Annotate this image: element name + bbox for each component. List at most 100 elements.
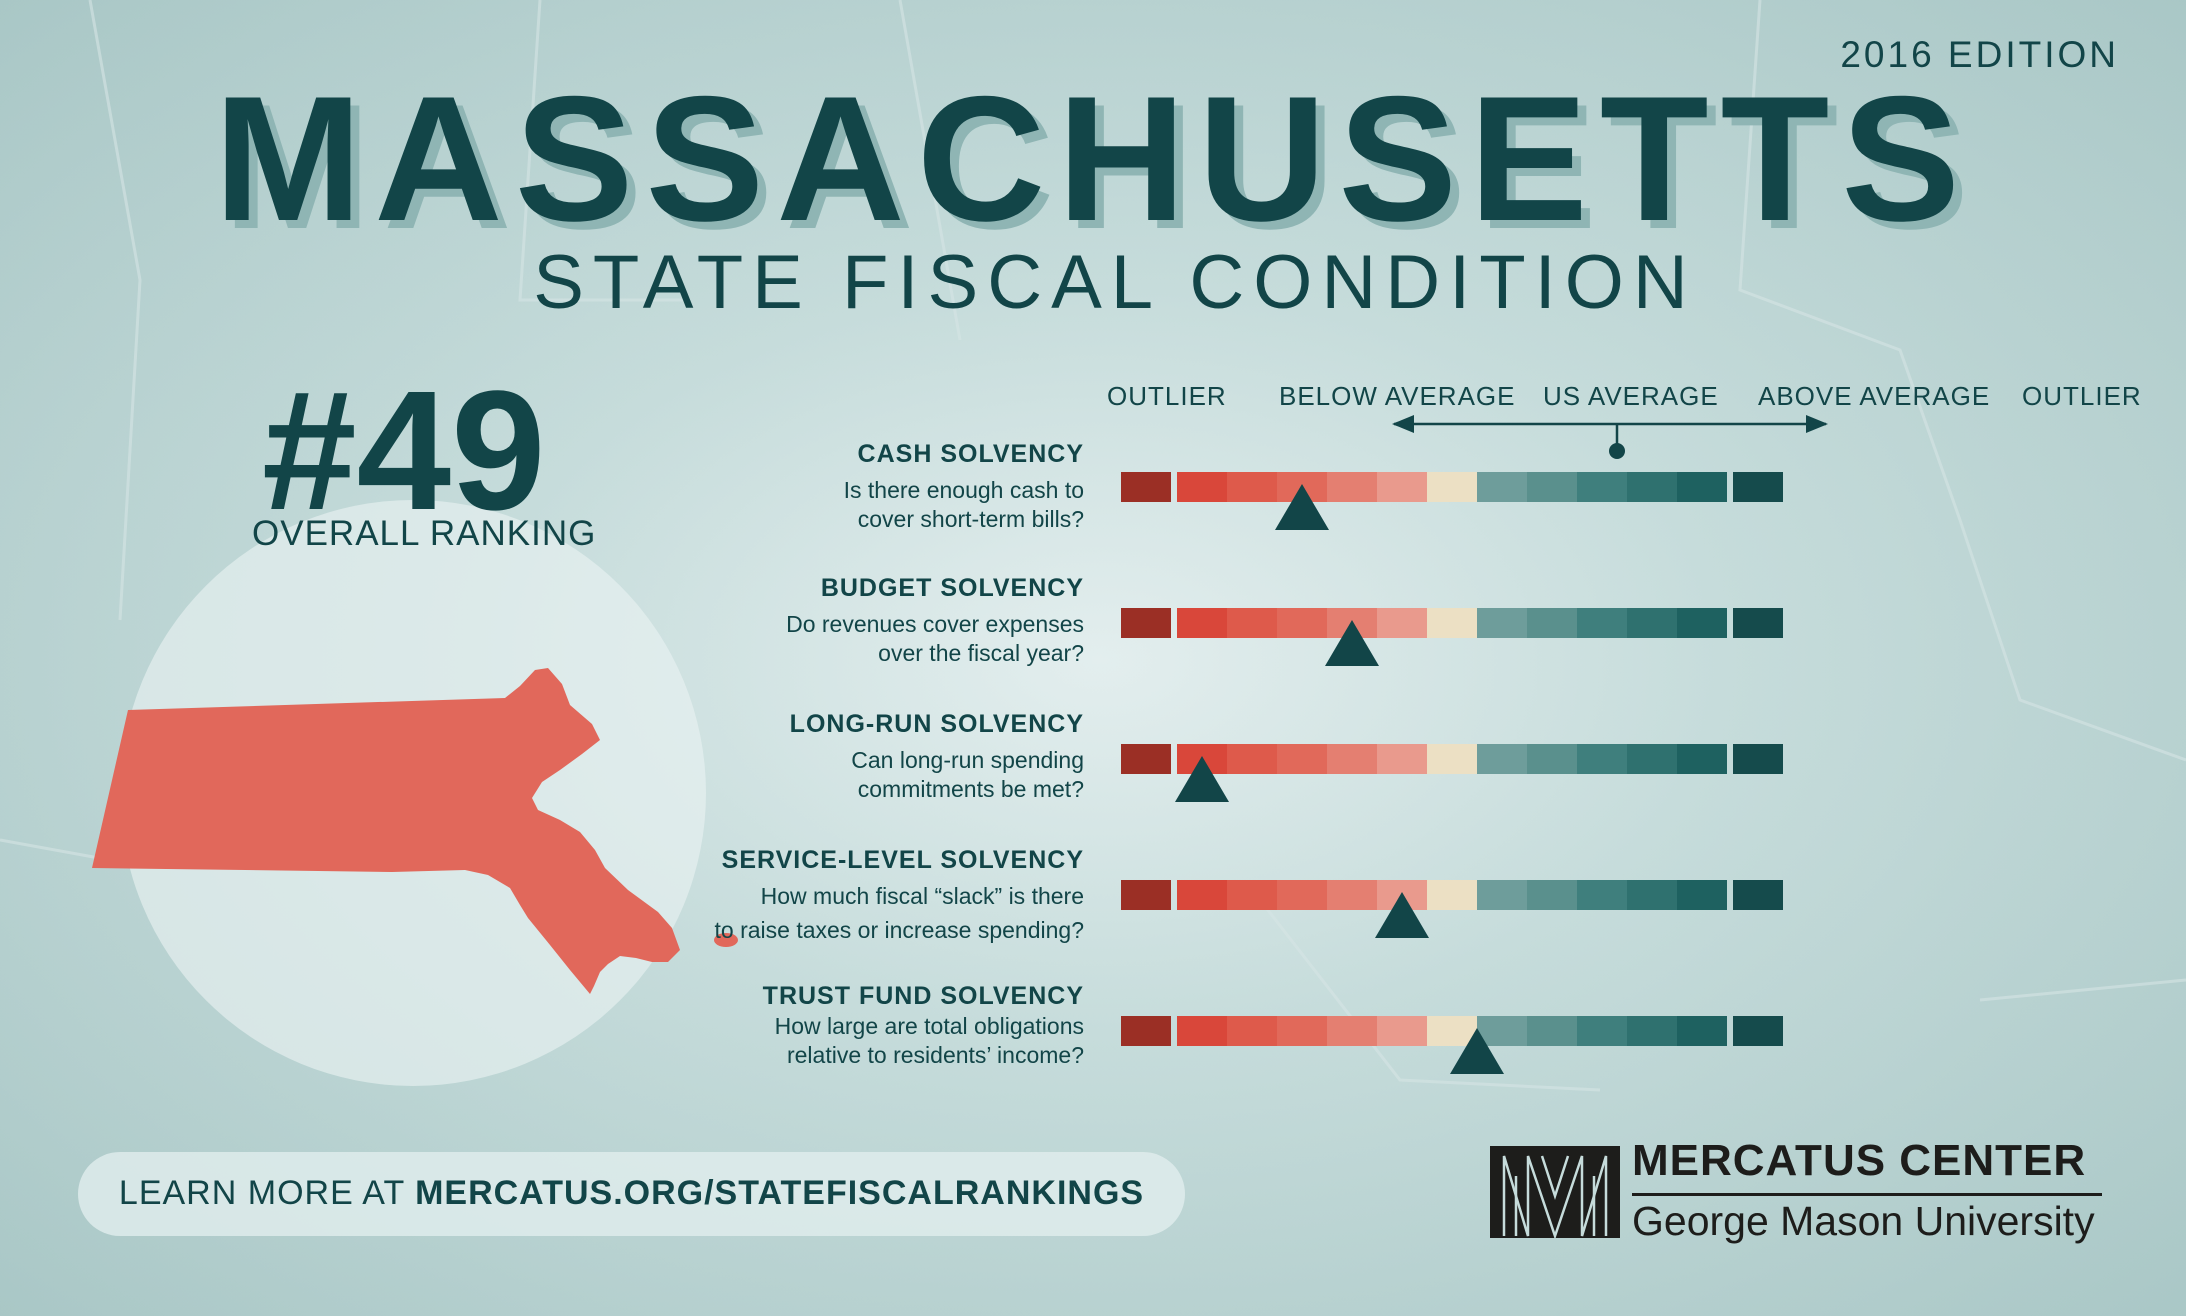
scale-segment [1177,608,1227,638]
scale-segment [1121,744,1171,774]
scale-segment [1627,880,1677,910]
learn-more-link[interactable]: MERCATUS.ORG/STATEFISCALRANKINGS [415,1174,1145,1212]
scale-segment [1733,1016,1783,1046]
page-subtitle: STATE FISCAL CONDITION [533,240,1697,325]
average-range-arrow-icon [1392,415,1828,459]
scale-segment [1477,472,1527,502]
ranking-label: OVERALL RANKING [252,514,597,553]
scale-segment [1677,1016,1727,1046]
learn-more-prefix: LEARN MORE AT [118,1174,416,1212]
scale-segment [1227,472,1277,502]
scale-segment [1527,608,1577,638]
scale-segment [1677,744,1727,774]
rating-scale-bar [1121,744,2106,802]
scale-segment [1121,608,1171,638]
scale-segment [1577,744,1627,774]
scale-segment [1121,880,1171,910]
scale-segment [1477,608,1527,638]
scale-segment [1577,608,1627,638]
scale-segment [1627,472,1677,502]
scale-segment [1277,608,1327,638]
scale-segment [1733,744,1783,774]
scale-segment [1377,472,1427,502]
rating-marker-icon [1325,620,1379,666]
scale-segment [1177,1016,1227,1046]
scale-segment [1527,744,1577,774]
scale-segment [1227,608,1277,638]
metric-title: TRUST FUND SOLVENCY [762,982,1084,1010]
learn-more-banner[interactable]: LEARN MORE AT MERCATUS.ORG/STATEFISCALRA… [78,1152,1185,1236]
rating-scale-bar [1121,608,2106,666]
scale-segment [1327,880,1377,910]
learn-more-text: LEARN MORE AT MERCATUS.ORG/STATEFISCALRA… [78,1174,1185,1213]
scale-segment [1527,880,1577,910]
scale-segment [1377,608,1427,638]
scale-segment [1527,472,1577,502]
scale-segment [1177,880,1227,910]
logo-university-name: George Mason University [1632,1198,2095,1244]
scale-segment [1121,472,1171,502]
rating-marker-icon [1275,484,1329,530]
scale-segment [1277,880,1327,910]
scale-segment [1327,744,1377,774]
scale-segment [1733,472,1783,502]
scale-segment [1477,880,1527,910]
rating-scale-bar [1121,880,2106,938]
scale-segment [1227,880,1277,910]
scale-segment [1677,472,1727,502]
scale-segment [1733,880,1783,910]
rating-marker-icon [1375,892,1429,938]
metric-title: LONG-RUN SOLVENCY [789,710,1084,738]
page-title: MASSACHUSETTS [213,59,1973,258]
scale-segment [1577,1016,1627,1046]
rating-marker-icon [1450,1028,1504,1074]
metric-description-line-2: cover short-term bills? [857,506,1084,532]
scale-segment [1427,744,1477,774]
mercatus-logo-icon [1490,1146,1620,1238]
scale-segment [1327,472,1377,502]
rating-marker-icon [1175,756,1229,802]
rating-scale-bar [1121,1016,2106,1074]
scale-segment [1227,744,1277,774]
scale-segment [1427,472,1477,502]
scale-segment [1677,880,1727,910]
scale-label-outlier-right: OUTLIER [2022,381,2142,411]
metric-description-line-2: relative to residents’ income? [786,1042,1084,1068]
scale-segment [1627,1016,1677,1046]
metric-description-line-1: How large are total obligations [774,1013,1084,1039]
scale-segment [1377,744,1427,774]
metric-description-line-2: to raise taxes or increase spending? [714,917,1085,943]
scale-segment [1377,1016,1427,1046]
scale-segment [1627,744,1677,774]
logo-divider [1632,1193,2102,1196]
metric-description-line-1: How much fiscal “slack” is there [760,883,1084,909]
scale-segment [1527,1016,1577,1046]
scale-segment [1577,472,1627,502]
scale-segment [1277,1016,1327,1046]
metric-title: SERVICE-LEVEL SOLVENCY [721,846,1084,874]
scale-segment [1427,880,1477,910]
metric-description-line-2: over the fiscal year? [878,640,1084,666]
scale-label-above-average: ABOVE AVERAGE [1758,381,1991,411]
scale-segment [1277,744,1327,774]
edition-label: 2016 EDITION [1840,34,2119,75]
metric-description-line-1: Can long-run spending [851,747,1084,773]
scale-segment [1427,608,1477,638]
metric-description-line-2: commitments be met? [857,776,1084,802]
metric-title: BUDGET SOLVENCY [820,574,1084,602]
scale-segment [1177,472,1227,502]
ranking-number: #49 [262,356,546,546]
scale-segment [1477,744,1527,774]
scale-segment [1227,1016,1277,1046]
scale-label-below-average: BELOW AVERAGE [1279,381,1516,411]
scale-label-outlier-left: OUTLIER [1107,381,1227,411]
rating-scale-bar [1121,472,2106,530]
scale-segment [1733,608,1783,638]
massachusetts-map-icon [92,668,738,994]
metric-title: CASH SOLVENCY [857,440,1084,468]
scale-segment [1577,880,1627,910]
scale-segment [1327,1016,1377,1046]
metric-description-line-1: Is there enough cash to [843,477,1084,503]
metric-description-line-1: Do revenues cover expenses [786,611,1084,637]
